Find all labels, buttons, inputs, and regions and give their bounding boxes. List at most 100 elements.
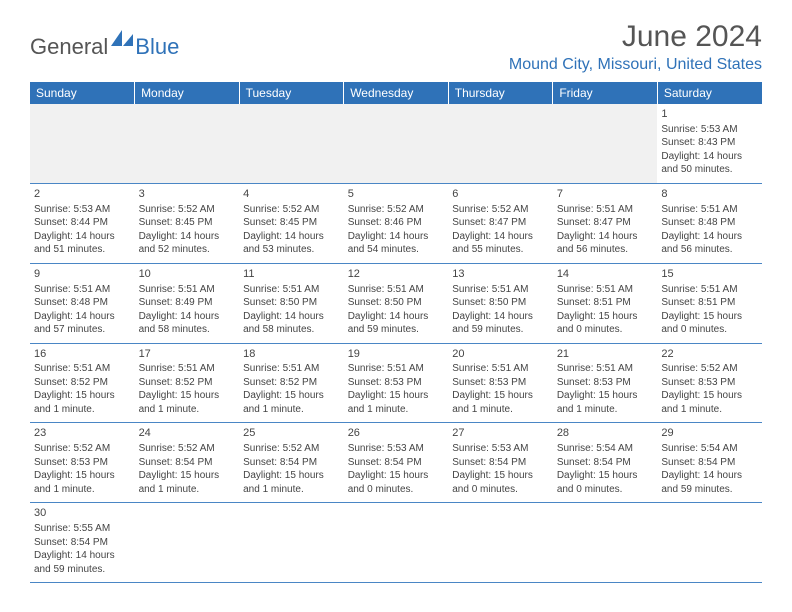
day-number: 2 (34, 187, 131, 202)
sunrise-text: Sunrise: 5:55 AM (34, 522, 131, 536)
calendar-day-cell: 20Sunrise: 5:51 AMSunset: 8:53 PMDayligh… (448, 343, 553, 423)
day-number: 15 (661, 267, 758, 282)
sunrise-text: Sunrise: 5:51 AM (661, 203, 758, 217)
day-number: 30 (34, 506, 131, 521)
calendar-week-row: 23Sunrise: 5:52 AMSunset: 8:53 PMDayligh… (30, 423, 762, 503)
weekday-header-row: Sunday Monday Tuesday Wednesday Thursday… (30, 82, 762, 104)
calendar-week-row: 16Sunrise: 5:51 AMSunset: 8:52 PMDayligh… (30, 343, 762, 423)
calendar-day-cell: 25Sunrise: 5:52 AMSunset: 8:54 PMDayligh… (239, 423, 344, 503)
weekday-header: Saturday (657, 82, 762, 104)
sunset-text: Sunset: 8:53 PM (557, 376, 654, 390)
daylight-text: Daylight: 14 hours and 59 minutes. (661, 469, 758, 496)
day-number: 7 (557, 187, 654, 202)
sunrise-text: Sunrise: 5:51 AM (348, 283, 445, 297)
daylight-text: Daylight: 14 hours and 57 minutes. (34, 310, 131, 337)
brand-part1: General (30, 34, 108, 60)
calendar-day-cell: 22Sunrise: 5:52 AMSunset: 8:53 PMDayligh… (657, 343, 762, 423)
sunset-text: Sunset: 8:54 PM (348, 456, 445, 470)
sunset-text: Sunset: 8:54 PM (452, 456, 549, 470)
day-number: 28 (557, 426, 654, 441)
title-block: June 2024 Mound City, Missouri, United S… (509, 20, 762, 74)
calendar-day-cell: 19Sunrise: 5:51 AMSunset: 8:53 PMDayligh… (344, 343, 449, 423)
sunrise-text: Sunrise: 5:52 AM (139, 442, 236, 456)
daylight-text: Daylight: 15 hours and 1 minute. (243, 469, 340, 496)
daylight-text: Daylight: 14 hours and 51 minutes. (34, 230, 131, 257)
daylight-text: Daylight: 14 hours and 59 minutes. (452, 310, 549, 337)
daylight-text: Daylight: 15 hours and 1 minute. (557, 389, 654, 416)
day-number: 8 (661, 187, 758, 202)
sunrise-text: Sunrise: 5:51 AM (139, 283, 236, 297)
calendar-day-cell: 6Sunrise: 5:52 AMSunset: 8:47 PMDaylight… (448, 183, 553, 263)
brand-logo: General Blue (30, 30, 179, 60)
sunset-text: Sunset: 8:52 PM (139, 376, 236, 390)
weekday-header: Wednesday (344, 82, 449, 104)
sunrise-text: Sunrise: 5:51 AM (661, 283, 758, 297)
calendar-day-cell (657, 503, 762, 583)
sunrise-text: Sunrise: 5:53 AM (661, 123, 758, 137)
daylight-text: Daylight: 14 hours and 56 minutes. (661, 230, 758, 257)
calendar-day-cell: 10Sunrise: 5:51 AMSunset: 8:49 PMDayligh… (135, 263, 240, 343)
sunrise-text: Sunrise: 5:51 AM (243, 362, 340, 376)
sunset-text: Sunset: 8:53 PM (661, 376, 758, 390)
daylight-text: Daylight: 15 hours and 1 minute. (139, 389, 236, 416)
day-number: 26 (348, 426, 445, 441)
daylight-text: Daylight: 15 hours and 1 minute. (452, 389, 549, 416)
calendar-day-cell: 26Sunrise: 5:53 AMSunset: 8:54 PMDayligh… (344, 423, 449, 503)
daylight-text: Daylight: 14 hours and 58 minutes. (243, 310, 340, 337)
day-number: 21 (557, 347, 654, 362)
sunset-text: Sunset: 8:53 PM (34, 456, 131, 470)
sunrise-text: Sunrise: 5:51 AM (139, 362, 236, 376)
sunrise-text: Sunrise: 5:51 AM (557, 203, 654, 217)
calendar-day-cell (553, 503, 658, 583)
sunset-text: Sunset: 8:54 PM (557, 456, 654, 470)
day-number: 1 (661, 107, 758, 122)
daylight-text: Daylight: 15 hours and 1 minute. (139, 469, 236, 496)
sunset-text: Sunset: 8:45 PM (243, 216, 340, 230)
sunset-text: Sunset: 8:50 PM (452, 296, 549, 310)
sunrise-text: Sunrise: 5:52 AM (139, 203, 236, 217)
calendar-day-cell: 27Sunrise: 5:53 AMSunset: 8:54 PMDayligh… (448, 423, 553, 503)
daylight-text: Daylight: 15 hours and 0 minutes. (557, 469, 654, 496)
daylight-text: Daylight: 14 hours and 56 minutes. (557, 230, 654, 257)
day-number: 16 (34, 347, 131, 362)
sunrise-text: Sunrise: 5:54 AM (661, 442, 758, 456)
sunrise-text: Sunrise: 5:51 AM (34, 362, 131, 376)
sunrise-text: Sunrise: 5:53 AM (34, 203, 131, 217)
sunset-text: Sunset: 8:53 PM (348, 376, 445, 390)
sunset-text: Sunset: 8:50 PM (243, 296, 340, 310)
calendar-day-cell (344, 104, 449, 183)
calendar-day-cell (553, 104, 658, 183)
daylight-text: Daylight: 14 hours and 50 minutes. (661, 150, 758, 177)
brand-part2: Blue (111, 34, 179, 60)
day-number: 22 (661, 347, 758, 362)
sunrise-text: Sunrise: 5:51 AM (243, 283, 340, 297)
calendar-day-cell (135, 503, 240, 583)
sunset-text: Sunset: 8:46 PM (348, 216, 445, 230)
day-number: 18 (243, 347, 340, 362)
day-number: 25 (243, 426, 340, 441)
daylight-text: Daylight: 15 hours and 0 minutes. (661, 310, 758, 337)
calendar-day-cell: 13Sunrise: 5:51 AMSunset: 8:50 PMDayligh… (448, 263, 553, 343)
day-number: 19 (348, 347, 445, 362)
calendar-day-cell: 28Sunrise: 5:54 AMSunset: 8:54 PMDayligh… (553, 423, 658, 503)
weekday-header: Monday (135, 82, 240, 104)
calendar-day-cell (448, 503, 553, 583)
day-number: 14 (557, 267, 654, 282)
day-number: 20 (452, 347, 549, 362)
sunset-text: Sunset: 8:53 PM (452, 376, 549, 390)
sunrise-text: Sunrise: 5:51 AM (34, 283, 131, 297)
calendar-week-row: 2Sunrise: 5:53 AMSunset: 8:44 PMDaylight… (30, 183, 762, 263)
calendar-body: 1Sunrise: 5:53 AMSunset: 8:43 PMDaylight… (30, 104, 762, 583)
calendar-week-row: 9Sunrise: 5:51 AMSunset: 8:48 PMDaylight… (30, 263, 762, 343)
calendar-day-cell: 7Sunrise: 5:51 AMSunset: 8:47 PMDaylight… (553, 183, 658, 263)
day-number: 11 (243, 267, 340, 282)
calendar-day-cell (344, 503, 449, 583)
calendar-day-cell: 9Sunrise: 5:51 AMSunset: 8:48 PMDaylight… (30, 263, 135, 343)
calendar-page: General Blue June 2024 Mound City, Misso… (0, 0, 792, 603)
calendar-day-cell: 23Sunrise: 5:52 AMSunset: 8:53 PMDayligh… (30, 423, 135, 503)
daylight-text: Daylight: 15 hours and 0 minutes. (557, 310, 654, 337)
sunset-text: Sunset: 8:48 PM (661, 216, 758, 230)
sunset-text: Sunset: 8:49 PM (139, 296, 236, 310)
daylight-text: Daylight: 14 hours and 59 minutes. (34, 549, 131, 576)
daylight-text: Daylight: 14 hours and 54 minutes. (348, 230, 445, 257)
